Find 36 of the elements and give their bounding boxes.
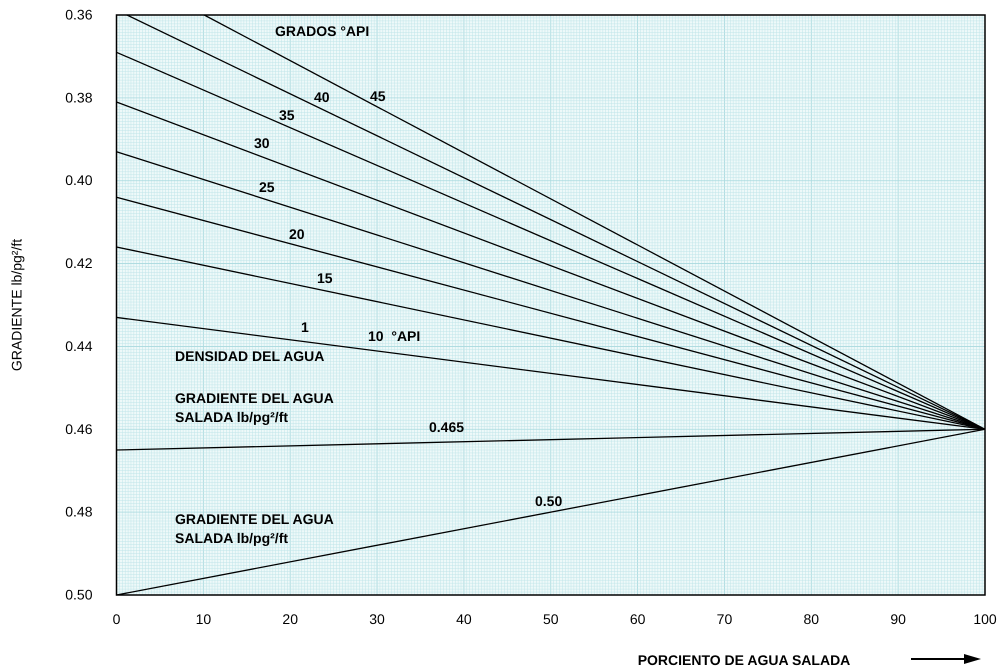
annotation: 20 [289,226,305,242]
x-tick-label: 60 [630,610,646,627]
annotation: GRADOS °API [275,22,370,39]
y-tick-label: 0.50 [65,586,93,602]
x-tick-label: 30 [369,610,386,627]
x-tick-label: 50 [542,610,559,627]
y-tick-label: 0.38 [65,89,93,106]
annotation: GRADIENTE DEL AGUA SALADA lb/pg²/ft [175,390,334,425]
y-tick-label: 0.48 [65,504,93,520]
x-tick-label: 40 [456,610,472,627]
annotation: 0.50 [535,492,562,509]
x-tick-label: 10 [196,610,212,627]
x-tick-label: 80 [804,610,820,627]
x-tick-label: 100 [973,610,997,627]
annotation: 35 [279,106,295,123]
annotation: 45 [370,88,386,104]
x-tick-label: 0 [112,610,121,627]
annotation: 25 [259,178,275,195]
annotation: 30 [254,134,270,151]
x-axis-title: PORCIENTO DE AGUA SALADA [638,652,850,668]
y-tick-label: 0.44 [65,338,93,354]
annotation: 40 [314,88,330,105]
annotation: 15 [317,270,333,286]
y-tick-label: 0.46 [65,420,93,437]
annotation: 0.465 [429,418,464,435]
x-tick-label: 70 [716,610,732,627]
y-axis-title: GRADIENTE lb/pg²/ft [8,238,25,372]
x-tick-label: 90 [890,610,906,627]
annotation: 1 [301,318,309,335]
x-tick-label: 20 [282,610,298,627]
annotation: 10 °API [368,328,420,344]
annotation: GRADIENTE DEL AGUA SALADA lb/pg²/ft [175,510,334,546]
y-tick-label: 0.42 [65,255,93,272]
y-tick-label: 0.40 [65,172,93,188]
y-tick-label: 0.36 [65,6,93,22]
annotation: DENSIDAD DEL AGUA [175,348,324,364]
